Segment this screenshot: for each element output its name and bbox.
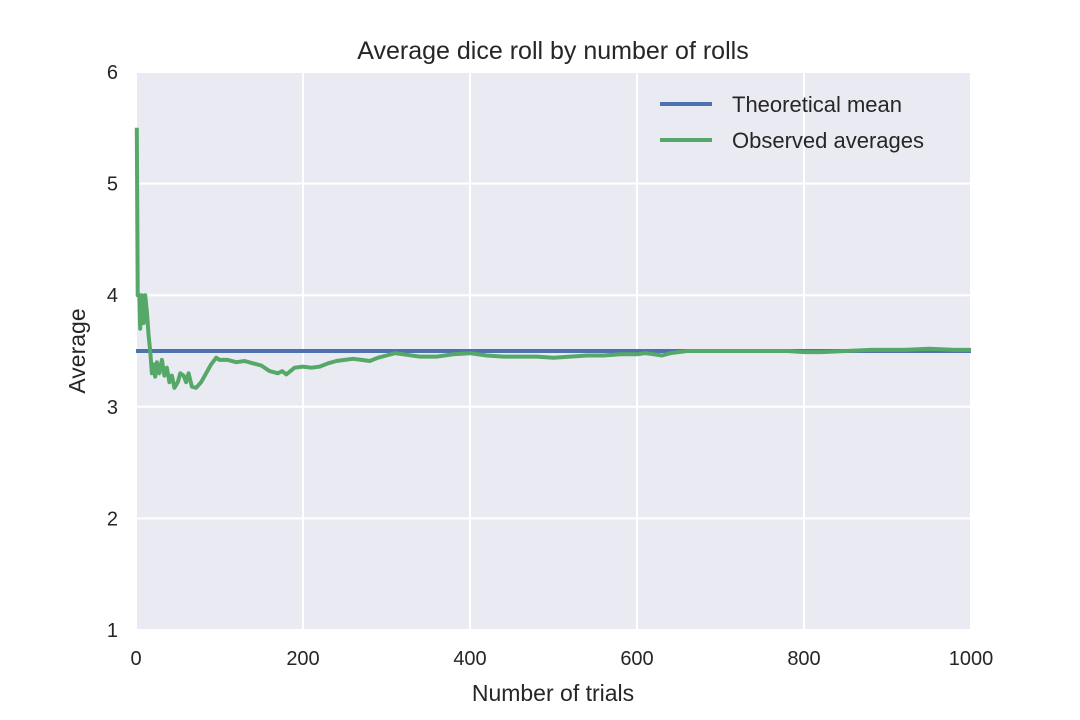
x-tick-label: 1000 xyxy=(949,648,994,670)
tick-labels: 0 200 400 600 800 1000 1 2 3 4 5 6 xyxy=(107,62,993,670)
y-axis-label: Average xyxy=(64,308,90,393)
y-tick-label: 4 xyxy=(107,285,118,307)
y-tick-label: 2 xyxy=(107,508,118,530)
y-tick-label: 3 xyxy=(107,397,118,419)
observed-averages-line xyxy=(134,127,971,390)
chart-title: Average dice roll by number of rolls xyxy=(357,37,748,65)
x-tick-label: 600 xyxy=(620,648,653,670)
legend-label-theoretical: Theoretical mean xyxy=(732,92,902,117)
x-axis-label: Number of trials xyxy=(472,680,634,706)
series-lines xyxy=(134,127,971,390)
legend: Theoretical mean Observed averages xyxy=(660,92,924,153)
x-tick-label: 200 xyxy=(286,648,319,670)
x-tick-label: 800 xyxy=(787,648,820,670)
legend-label-observed: Observed averages xyxy=(732,128,924,153)
x-tick-label: 0 xyxy=(130,648,141,670)
y-tick-label: 5 xyxy=(107,174,118,196)
x-tick-label: 400 xyxy=(453,648,486,670)
y-tick-label: 6 xyxy=(107,62,118,84)
y-tick-label: 1 xyxy=(107,620,118,642)
